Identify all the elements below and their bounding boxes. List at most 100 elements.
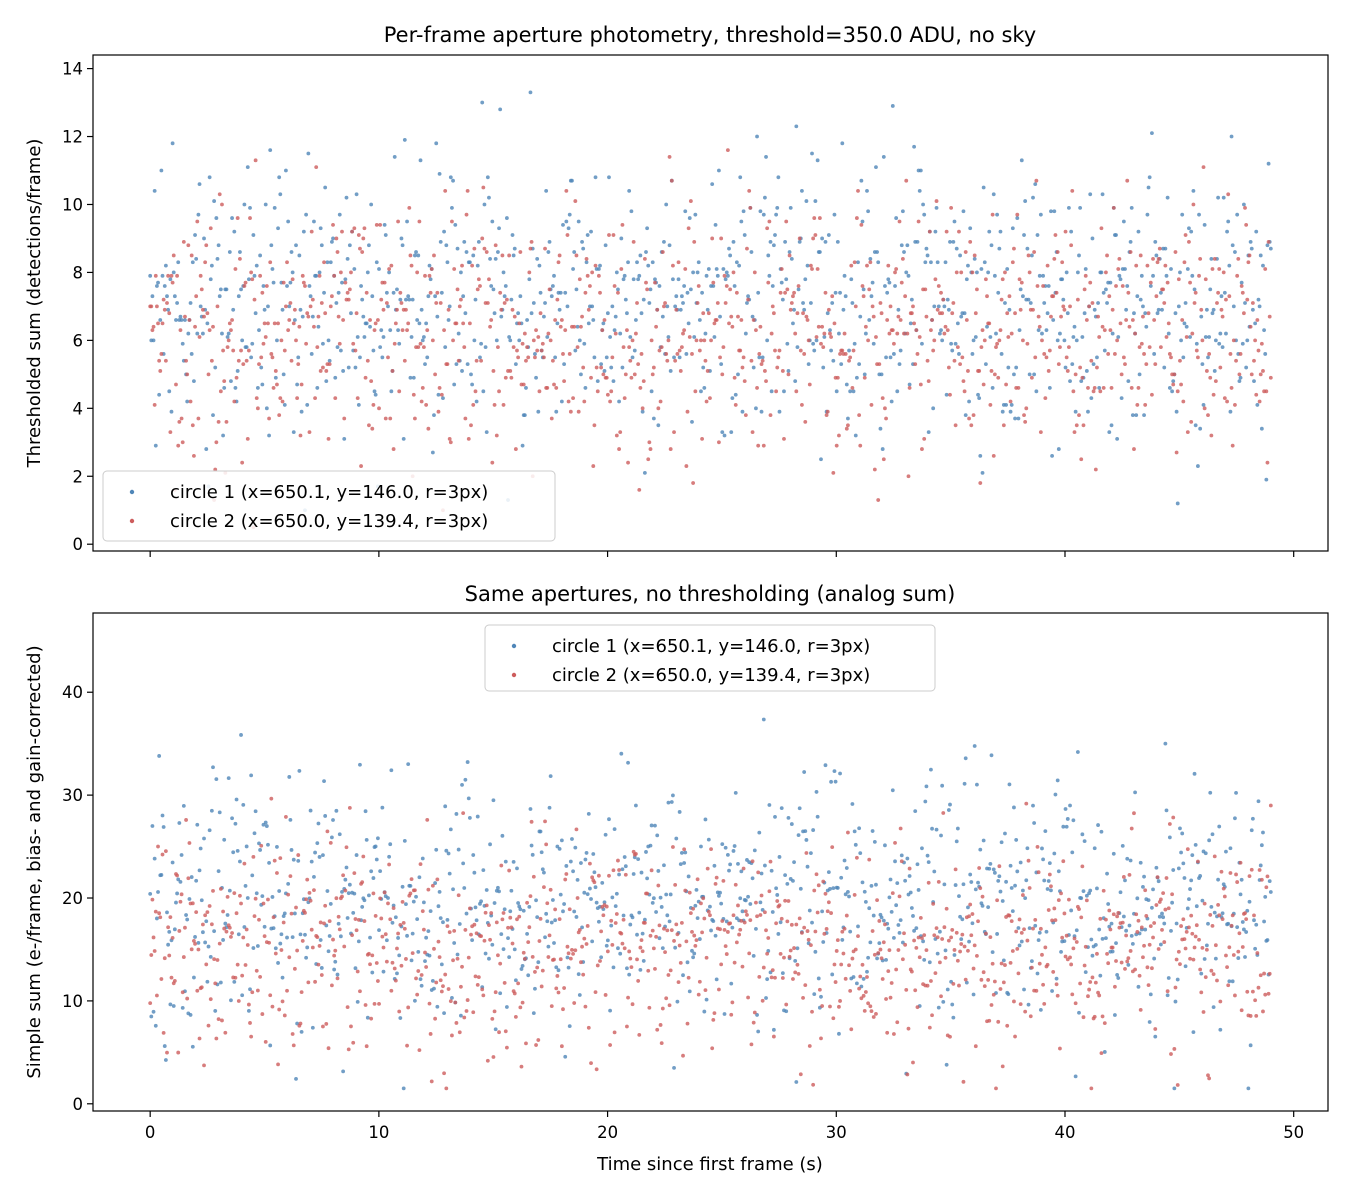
data-point: [555, 974, 560, 978]
data-point: [1029, 375, 1034, 380]
data-point: [918, 382, 923, 387]
data-point: [266, 304, 270, 309]
data-point: [1240, 341, 1245, 346]
data-point: [1008, 863, 1013, 868]
data-point: [313, 396, 317, 401]
data-point: [766, 280, 771, 285]
data-point: [1227, 945, 1232, 950]
y-tick-label: 12: [62, 128, 83, 147]
data-point: [254, 968, 259, 973]
data-point: [1178, 826, 1182, 831]
data-point: [1245, 989, 1250, 994]
data-point: [978, 886, 983, 891]
data-point: [1043, 945, 1048, 950]
data-point: [466, 796, 471, 801]
data-point: [613, 331, 618, 336]
data-point: [702, 1009, 707, 1014]
data-point: [830, 301, 835, 305]
data-point: [983, 277, 988, 282]
data-point: [1222, 894, 1227, 899]
data-point: [656, 869, 661, 873]
data-point: [549, 416, 554, 421]
data-point: [894, 216, 899, 220]
data-point: [276, 321, 280, 326]
data-point: [819, 457, 823, 462]
data-point: [483, 910, 488, 915]
data-point: [1033, 918, 1038, 922]
data-point: [764, 379, 768, 384]
data-point: [682, 328, 687, 333]
data-point: [1218, 331, 1223, 336]
data-point: [159, 168, 164, 173]
data-point: [188, 399, 193, 404]
data-point: [242, 284, 247, 288]
data-point: [377, 928, 381, 933]
data-point: [752, 270, 757, 275]
data-point: [450, 1033, 454, 1038]
data-point: [832, 321, 837, 326]
data-point: [1109, 386, 1114, 390]
data-point: [626, 995, 630, 1000]
data-point: [838, 771, 842, 776]
data-point: [586, 1025, 591, 1030]
data-point: [774, 212, 779, 217]
data-point: [1022, 413, 1026, 418]
data-point: [1185, 906, 1190, 911]
data-point: [877, 941, 882, 946]
data-point: [414, 976, 418, 981]
data-point: [470, 938, 475, 942]
data-point: [609, 365, 614, 370]
data-point: [1204, 947, 1209, 952]
data-point: [460, 964, 464, 969]
data-point: [521, 950, 526, 955]
data-point: [180, 440, 185, 445]
data-point: [723, 301, 728, 305]
y-tick-label: 6: [73, 331, 84, 350]
data-point: [233, 975, 238, 980]
data-point: [496, 345, 500, 350]
data-point: [881, 457, 886, 462]
data-point: [197, 182, 202, 187]
data-point: [160, 273, 165, 278]
data-point: [897, 931, 902, 935]
data-point: [1256, 297, 1261, 302]
data-point: [294, 338, 298, 343]
data-point: [267, 433, 271, 438]
data-point: [158, 915, 163, 920]
data-point: [913, 988, 918, 993]
data-point: [778, 952, 783, 956]
data-point: [358, 989, 362, 994]
data-point: [1231, 338, 1236, 343]
data-point: [687, 335, 692, 339]
data-point: [905, 331, 910, 336]
data-point: [720, 919, 725, 923]
data-point: [279, 338, 284, 343]
data-point: [946, 307, 951, 312]
data-point: [731, 913, 736, 918]
data-point: [674, 922, 679, 927]
data-point: [760, 358, 765, 363]
data-point: [703, 358, 708, 363]
data-point: [372, 1002, 377, 1006]
data-point: [476, 975, 481, 980]
data-point: [236, 999, 241, 1003]
data-point: [1049, 884, 1053, 889]
data-point: [1028, 1014, 1033, 1019]
data-point: [861, 287, 866, 292]
data-point: [673, 883, 678, 887]
data-point: [538, 829, 543, 834]
data-point: [1013, 1034, 1017, 1039]
data-point: [895, 389, 900, 394]
data-point: [165, 1050, 169, 1055]
data-point: [572, 909, 577, 914]
data-point: [900, 256, 905, 261]
data-point: [1072, 936, 1077, 941]
data-point: [253, 158, 258, 163]
data-point: [720, 372, 725, 377]
data-point: [967, 914, 971, 919]
data-point: [1035, 284, 1040, 288]
data-point: [1036, 870, 1041, 875]
data-point: [730, 324, 735, 329]
data-point: [1211, 1005, 1216, 1009]
data-point: [1102, 1050, 1107, 1054]
